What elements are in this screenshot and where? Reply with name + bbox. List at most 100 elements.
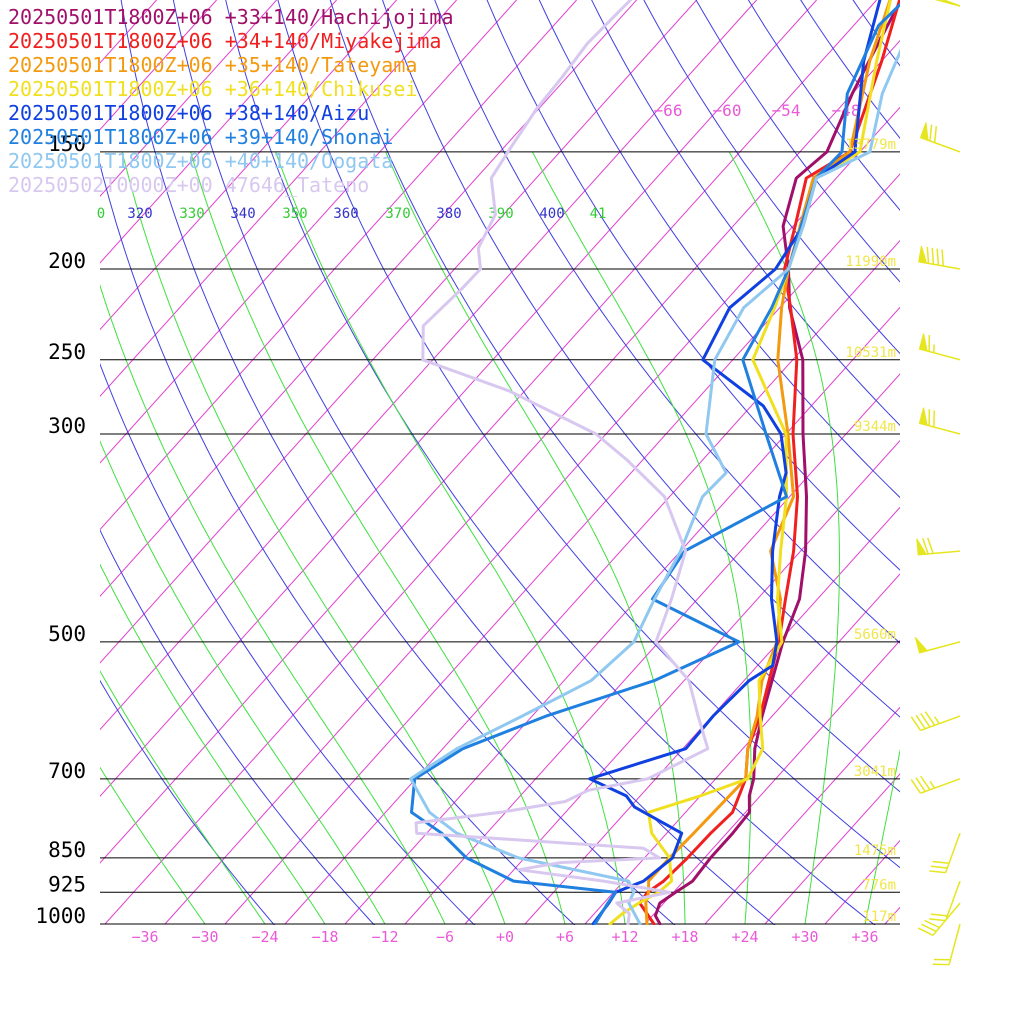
isotherm-line (344, 306, 900, 925)
temperature-tick-label: +6 (556, 928, 574, 946)
theta-label: 360 (333, 206, 358, 222)
temperature-tick-label: −6 (436, 928, 454, 946)
moist-adiabat-line (275, 151, 626, 925)
series-line (410, 2, 900, 925)
pressure-label: 500 (48, 622, 86, 646)
temperature-tick-label: −24 (251, 928, 278, 946)
theta-labels: 0 320 330 340 350 360 370 380 390 400 41 (97, 206, 607, 222)
wind-barb (918, 407, 961, 435)
legend-entry: 20250501T1800Z+06 +34+140/Miyakejima (8, 29, 441, 53)
pressure-label: 150 (48, 132, 86, 156)
dry-adiabat-line (329, 0, 900, 793)
legend-entry: 20250501T1800Z+06 +33+140/Hachijojima (8, 5, 454, 29)
legend-entry: 20250501T1800Z+06 +36+140/Chikusei (8, 77, 417, 101)
isotherm-line (100, 0, 697, 664)
isotherm-line (100, 0, 457, 397)
dry-adiabat-line (800, 0, 900, 140)
theta-label: 320 (127, 206, 152, 222)
dry-adiabat-line (381, 0, 900, 718)
isotherm-line (464, 439, 900, 925)
series-line (409, 48, 900, 925)
upper-temperature-label: −66 (654, 101, 683, 120)
wind-barb (941, 0, 961, 7)
isotherm-line (100, 0, 577, 531)
legend-entry: 20250501T1800Z+06 +38+140/Aizu (8, 101, 369, 125)
temperature-tick-label: +0 (496, 928, 514, 946)
pressure-label: 700 (48, 759, 86, 783)
wind-barb (910, 775, 961, 794)
wind-barb (918, 333, 961, 361)
moist-adiabat-line (100, 766, 206, 925)
dry-adiabat-line (643, 0, 900, 355)
series-line (653, 0, 900, 925)
theta-label: 41 (590, 206, 607, 222)
isobar-lines (100, 151, 900, 925)
temperature-tick-label: +12 (611, 928, 638, 946)
temperature-tick-label: −12 (371, 928, 398, 946)
series-line (638, 0, 900, 925)
dry-adiabat-line (225, 0, 876, 925)
wind-barb (929, 832, 961, 874)
wind-barb (914, 636, 961, 654)
pressure-label: 850 (48, 838, 86, 862)
moist-adiabat-line (728, 151, 840, 925)
wind-barb (919, 122, 961, 153)
moist-adiabat-line (531, 151, 752, 925)
height-label: 776m (862, 877, 896, 893)
height-label: 117m (862, 909, 896, 925)
isotherm-line (704, 706, 900, 925)
temperature-tick-label: −30 (191, 928, 218, 946)
moist-adiabat-line (100, 283, 446, 925)
wind-barb (910, 711, 961, 732)
theta-label: 370 (385, 206, 410, 222)
pressure-label: 200 (48, 249, 86, 273)
dry-adiabat-line (538, 0, 900, 499)
height-label: 13779m (845, 137, 896, 153)
pressure-labels: 1001502002503005007008509251000 (35, 132, 86, 928)
temperature-tick-label: +36 (851, 928, 878, 946)
isotherm-line (100, 0, 337, 264)
height-label: 9344m (854, 419, 896, 435)
dry-adiabat-line (172, 0, 776, 925)
temperature-tick-label: +24 (731, 928, 758, 946)
series-line (588, 0, 882, 925)
moist-adiabat-line (121, 151, 506, 925)
legend-entry: 20250501T1800Z+06 +39+140/Shonai (8, 125, 393, 149)
theta-label: 330 (179, 206, 204, 222)
wind-barbs (910, 0, 961, 966)
isotherm-line (100, 0, 817, 797)
moist-adiabat-line (100, 669, 266, 925)
series-line (644, 0, 892, 925)
theta-label: 380 (436, 206, 461, 222)
isotherm-line (100, 0, 517, 464)
dry-adiabat-line (120, 0, 676, 925)
theta-label: 400 (539, 206, 564, 222)
dry-adiabat-line (486, 0, 900, 571)
pressure-label: 925 (48, 872, 86, 896)
pressure-label: 250 (48, 340, 86, 364)
moist-adiabat-line (100, 440, 386, 925)
temperature-tick-label: +18 (671, 928, 698, 946)
dry-adiabat-line (434, 0, 900, 644)
legend-entry: 20250501T1800Z+06 +35+140/Tateyama (8, 53, 417, 77)
dry-adiabat-lines (100, 0, 900, 925)
theta-label: 350 (282, 206, 307, 222)
height-label: 1475m (854, 843, 896, 859)
pressure-label: 300 (48, 414, 86, 438)
temperature-tick-label: −36 (131, 928, 158, 946)
temperature-tick-label: −18 (311, 928, 338, 946)
legend-entry: 20250501T1800Z+06 +40+140/Oogata (8, 149, 393, 173)
theta-label: 0 (97, 206, 105, 222)
isotherm-line (100, 0, 637, 597)
isotherm-line (100, 0, 277, 197)
wind-barb (917, 902, 961, 936)
temperature-tick-label: +30 (791, 928, 818, 946)
height-label: 5660m (854, 627, 896, 643)
height-label: 3041m (854, 764, 896, 780)
moist-adiabat-line (190, 151, 566, 925)
legend: 20250501T1800Z+06 +33+140/Hachijojima202… (8, 5, 454, 197)
dry-adiabat-line (100, 162, 576, 925)
isotherm-line (104, 39, 900, 925)
theta-label: 340 (230, 206, 255, 222)
